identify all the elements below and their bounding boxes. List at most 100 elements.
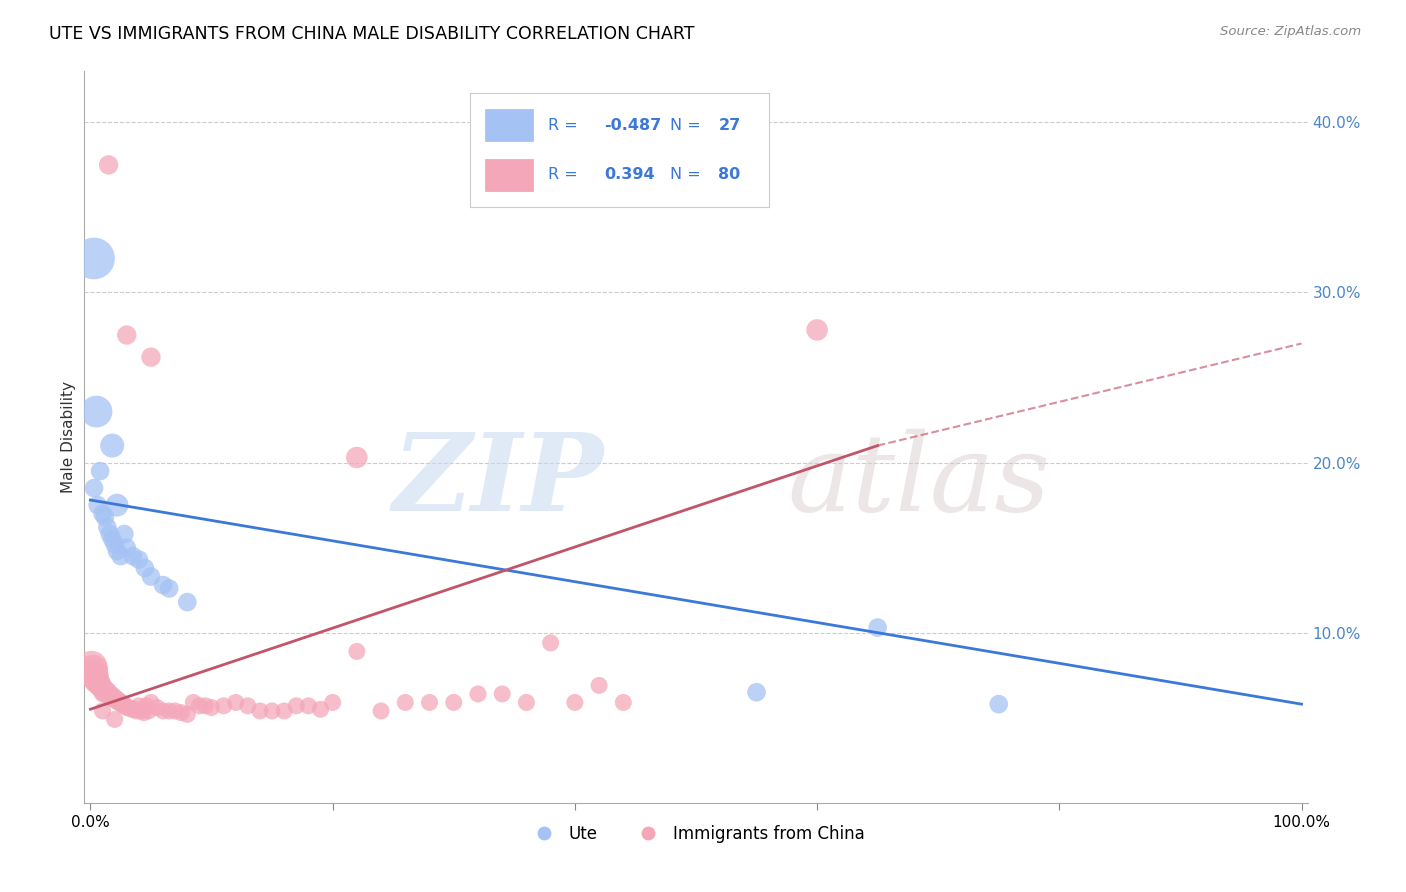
Point <box>152 704 174 718</box>
Point <box>121 702 143 716</box>
Point <box>139 350 162 364</box>
Point <box>129 704 152 718</box>
Point <box>86 404 108 418</box>
Point <box>346 450 368 465</box>
Point <box>273 704 295 718</box>
Point <box>588 678 610 692</box>
Point <box>297 698 319 713</box>
Point <box>443 695 465 709</box>
Point <box>112 527 135 541</box>
Text: Source: ZipAtlas.com: Source: ZipAtlas.com <box>1220 25 1361 38</box>
Legend: Ute, Immigrants from China: Ute, Immigrants from China <box>520 818 872 849</box>
Point <box>987 697 1010 711</box>
Point <box>97 158 120 172</box>
Point <box>91 681 114 696</box>
Point <box>135 698 157 713</box>
Point <box>745 685 768 699</box>
Point <box>83 252 105 266</box>
Point <box>866 621 889 635</box>
Point <box>262 704 284 718</box>
Point <box>225 695 247 709</box>
Point <box>111 697 134 711</box>
Point <box>105 544 128 558</box>
Point <box>112 697 135 711</box>
Point <box>309 702 332 716</box>
Point <box>104 537 127 551</box>
Point <box>806 323 828 337</box>
Point <box>86 498 108 512</box>
Point <box>103 690 125 705</box>
Point <box>118 700 141 714</box>
Point <box>157 704 180 718</box>
Point <box>564 695 586 709</box>
Point <box>83 666 105 681</box>
Point <box>105 498 128 512</box>
Point <box>418 695 440 709</box>
Point <box>157 582 180 596</box>
Point <box>80 659 103 673</box>
Point <box>83 481 105 495</box>
Point <box>152 578 174 592</box>
Point <box>91 507 114 521</box>
Point <box>122 702 145 716</box>
Point <box>91 687 114 701</box>
Point <box>108 695 131 709</box>
Point <box>176 595 198 609</box>
Point <box>236 698 259 713</box>
Point <box>91 704 114 718</box>
Point <box>183 695 205 709</box>
Point <box>249 704 271 718</box>
Point <box>146 700 169 714</box>
Point <box>540 636 562 650</box>
Point <box>115 541 138 555</box>
Point <box>104 692 127 706</box>
Point <box>212 698 235 713</box>
Point <box>101 439 124 453</box>
Point <box>84 670 107 684</box>
Point <box>285 698 308 713</box>
Point <box>98 689 121 703</box>
Point <box>132 706 155 720</box>
Point <box>165 704 187 718</box>
Point <box>128 698 150 713</box>
Point <box>104 713 127 727</box>
Point <box>139 695 162 709</box>
Text: atlas: atlas <box>787 428 1050 533</box>
Point <box>134 561 156 575</box>
Point <box>515 695 537 709</box>
Point <box>200 700 222 714</box>
Point <box>188 698 211 713</box>
Point <box>98 527 121 541</box>
Point <box>110 549 132 563</box>
Point <box>89 464 111 478</box>
Point <box>322 695 344 709</box>
Point <box>612 695 634 709</box>
Point <box>467 687 489 701</box>
Point <box>105 694 128 708</box>
Point <box>128 552 150 566</box>
Point <box>114 698 136 713</box>
Point <box>176 707 198 722</box>
Point <box>101 690 124 705</box>
Point <box>370 704 392 718</box>
Text: UTE VS IMMIGRANTS FROM CHINA MALE DISABILITY CORRELATION CHART: UTE VS IMMIGRANTS FROM CHINA MALE DISABI… <box>49 25 695 43</box>
Point <box>96 520 118 534</box>
Point <box>96 685 118 699</box>
Point <box>346 644 368 658</box>
Point <box>110 695 132 709</box>
Point <box>112 698 135 713</box>
Point <box>394 695 416 709</box>
Point <box>170 706 193 720</box>
Point <box>107 694 129 708</box>
Point <box>100 689 122 703</box>
Text: ZIP: ZIP <box>392 428 605 534</box>
Point <box>94 510 117 524</box>
Point <box>125 704 148 718</box>
Y-axis label: Male Disability: Male Disability <box>60 381 76 493</box>
Point <box>90 680 112 694</box>
Point <box>101 532 124 546</box>
Point <box>96 685 118 699</box>
Point <box>87 677 110 691</box>
Point <box>86 673 108 688</box>
Point <box>93 683 115 698</box>
